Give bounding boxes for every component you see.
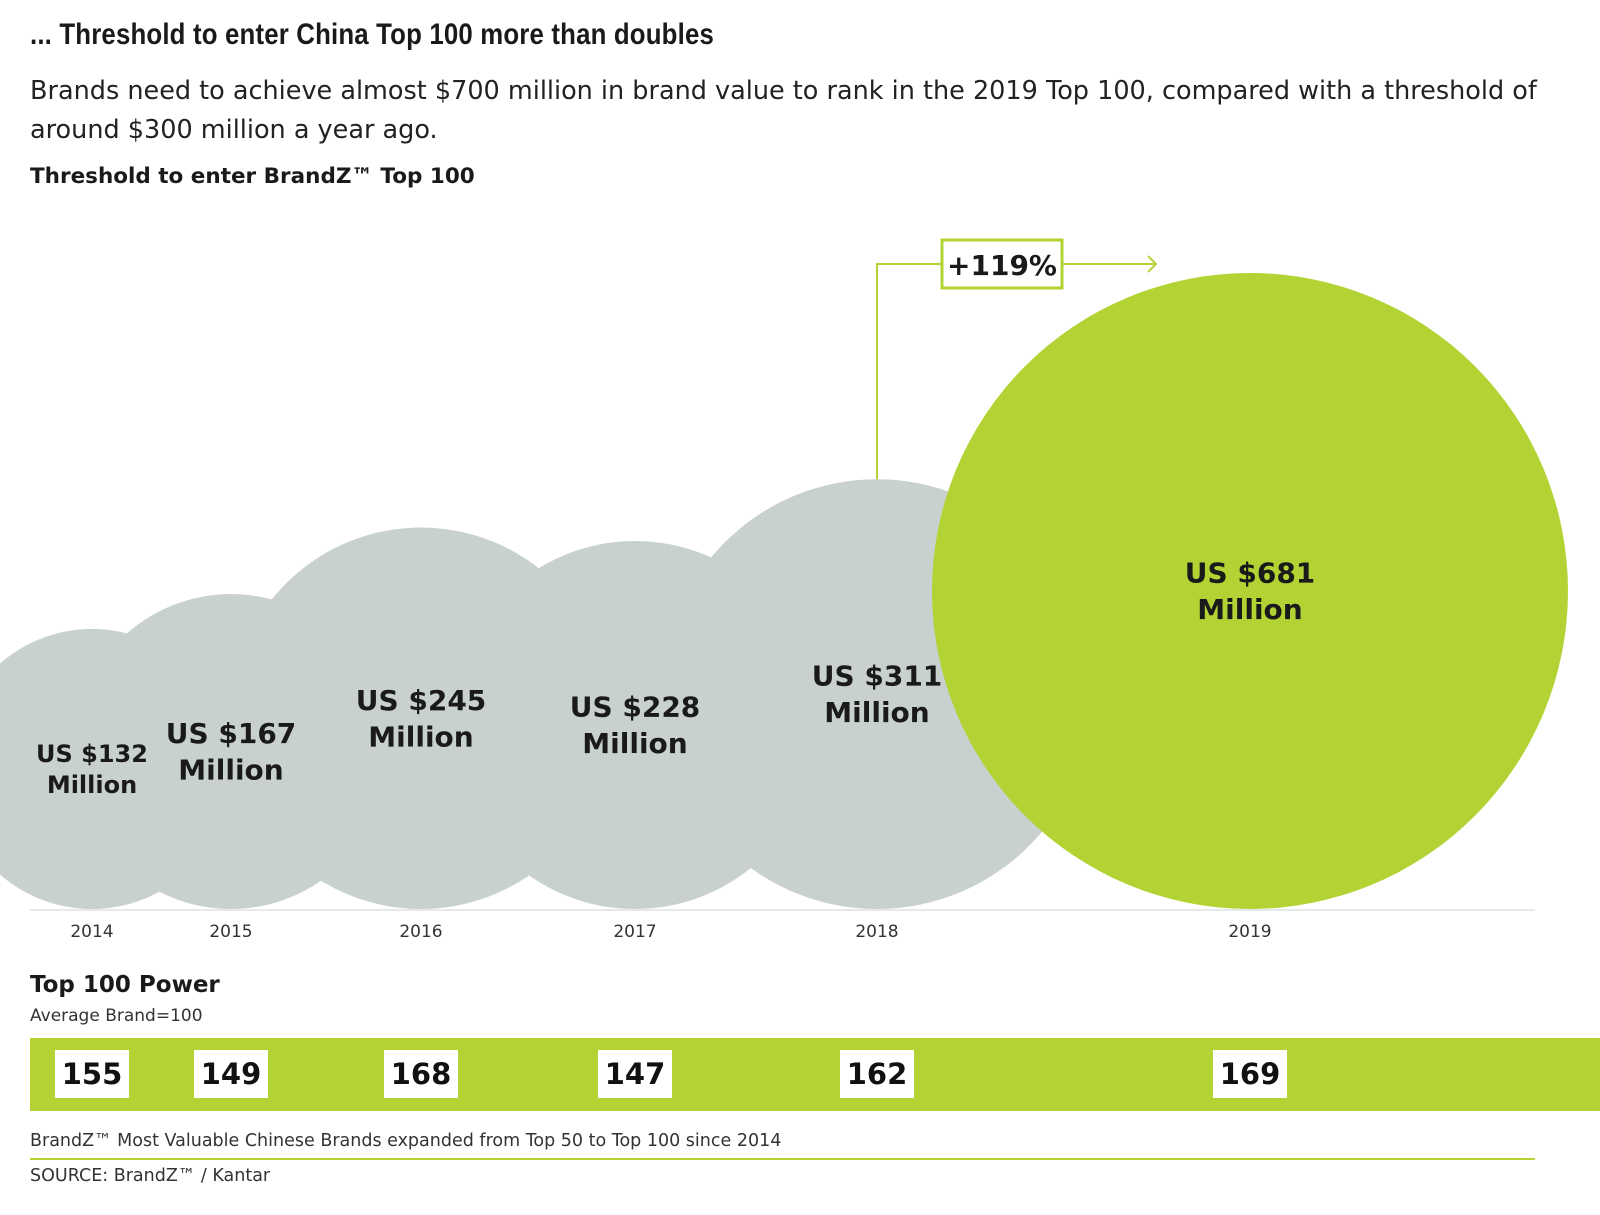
footnote: BrandZ™ Most Valuable Chinese Brands exp… <box>30 1131 782 1151</box>
power-value-2019: 169 <box>1213 1050 1287 1098</box>
year-label-2019: 2019 <box>1228 922 1271 942</box>
bubble-label-2014: US $132 <box>36 740 148 768</box>
bubble-label-2019: Million <box>1197 593 1302 626</box>
power-value-2016: 168 <box>384 1050 458 1098</box>
bubble-label-2018: US $311 <box>812 660 943 693</box>
growth-label: +119% <box>947 249 1057 282</box>
year-label-2018: 2018 <box>855 922 898 942</box>
bubble-label-2015: Million <box>178 754 283 787</box>
bubble-label-2015: US $167 <box>166 717 297 750</box>
power-value-2015: 149 <box>194 1050 268 1098</box>
bubble-label-2018: Million <box>824 696 929 729</box>
bubble-label-2017: Million <box>582 727 687 760</box>
power-subtitle: Average Brand=100 <box>30 1006 203 1026</box>
power-value-2017: 147 <box>598 1050 672 1098</box>
bubble-label-2016: Million <box>368 720 473 753</box>
year-label-2017: 2017 <box>613 922 656 942</box>
power-value-2014: 155 <box>55 1050 129 1098</box>
footer-divider <box>30 1158 1535 1160</box>
headline: ... Threshold to enter China Top 100 mor… <box>30 18 714 51</box>
year-label-2014: 2014 <box>70 922 113 942</box>
bubble-2019 <box>932 273 1568 909</box>
bubble-label-2019: US $681 <box>1185 557 1316 590</box>
bubble-label-2014: Million <box>47 771 137 799</box>
source-note: SOURCE: BrandZ™ / Kantar <box>30 1166 271 1186</box>
year-label-2015: 2015 <box>209 922 252 942</box>
power-value-2018: 162 <box>840 1050 914 1098</box>
power-title: Top 100 Power <box>30 972 220 998</box>
power-band <box>30 1038 1600 1111</box>
chart-title: Threshold to enter BrandZ™ Top 100 <box>30 164 475 189</box>
bubble-label-2016: US $245 <box>356 684 487 717</box>
growth-connector <box>876 263 942 480</box>
year-label-2016: 2016 <box>399 922 442 942</box>
subheadline: Brands need to achieve almost $700 milli… <box>30 76 1537 145</box>
arrow-right-icon <box>1147 255 1158 273</box>
bubble-label-2017: US $228 <box>570 691 701 724</box>
